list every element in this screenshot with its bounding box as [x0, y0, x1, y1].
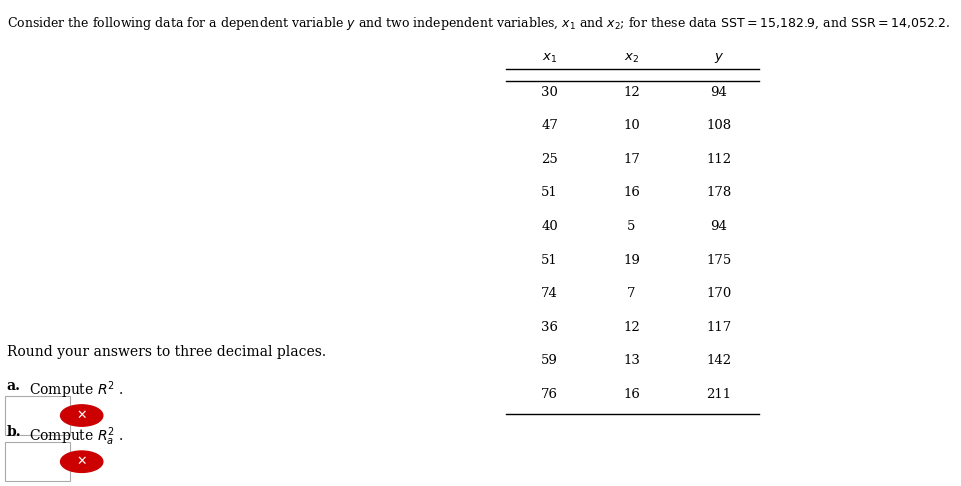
Text: $x_1$: $x_1$ — [542, 52, 557, 65]
Text: 19: 19 — [623, 254, 640, 266]
Text: 10: 10 — [623, 120, 640, 132]
Text: $x_2$: $x_2$ — [624, 52, 639, 65]
Text: 16: 16 — [623, 388, 640, 400]
Text: ✕: ✕ — [77, 455, 86, 468]
Text: 211: 211 — [706, 388, 731, 400]
Text: Consider the following data for a dependent variable $\mathit{y}$ and two indepe: Consider the following data for a depend… — [7, 15, 949, 32]
Text: 47: 47 — [541, 120, 558, 132]
Text: 59: 59 — [541, 354, 558, 367]
Text: 30: 30 — [541, 86, 558, 99]
Text: 76: 76 — [541, 388, 558, 400]
Text: 94: 94 — [710, 220, 727, 233]
Text: Round your answers to three decimal places.: Round your answers to three decimal plac… — [7, 345, 326, 359]
Text: 17: 17 — [623, 153, 640, 166]
Text: 13: 13 — [623, 354, 640, 367]
Text: 36: 36 — [541, 321, 558, 333]
Text: 74: 74 — [541, 287, 558, 300]
Text: 94: 94 — [710, 86, 727, 99]
Text: 170: 170 — [706, 287, 731, 300]
Text: Compute $R^2$ .: Compute $R^2$ . — [29, 379, 124, 400]
Text: b.: b. — [7, 425, 21, 439]
Text: 117: 117 — [706, 321, 731, 333]
Text: 7: 7 — [628, 287, 635, 300]
Text: a.: a. — [7, 379, 21, 393]
Text: 12: 12 — [623, 86, 640, 99]
Text: 12: 12 — [623, 321, 640, 333]
Text: 51: 51 — [541, 254, 558, 266]
Text: ✕: ✕ — [77, 409, 86, 422]
Text: $y$: $y$ — [714, 52, 724, 65]
Text: 142: 142 — [706, 354, 731, 367]
Text: Compute $R_a^2$ .: Compute $R_a^2$ . — [29, 425, 124, 448]
Text: 178: 178 — [706, 187, 731, 199]
Text: 108: 108 — [706, 120, 731, 132]
Text: 25: 25 — [541, 153, 558, 166]
Text: 175: 175 — [706, 254, 731, 266]
Text: 5: 5 — [628, 220, 635, 233]
Text: 16: 16 — [623, 187, 640, 199]
Text: 51: 51 — [541, 187, 558, 199]
Text: 40: 40 — [541, 220, 558, 233]
Text: 112: 112 — [706, 153, 731, 166]
